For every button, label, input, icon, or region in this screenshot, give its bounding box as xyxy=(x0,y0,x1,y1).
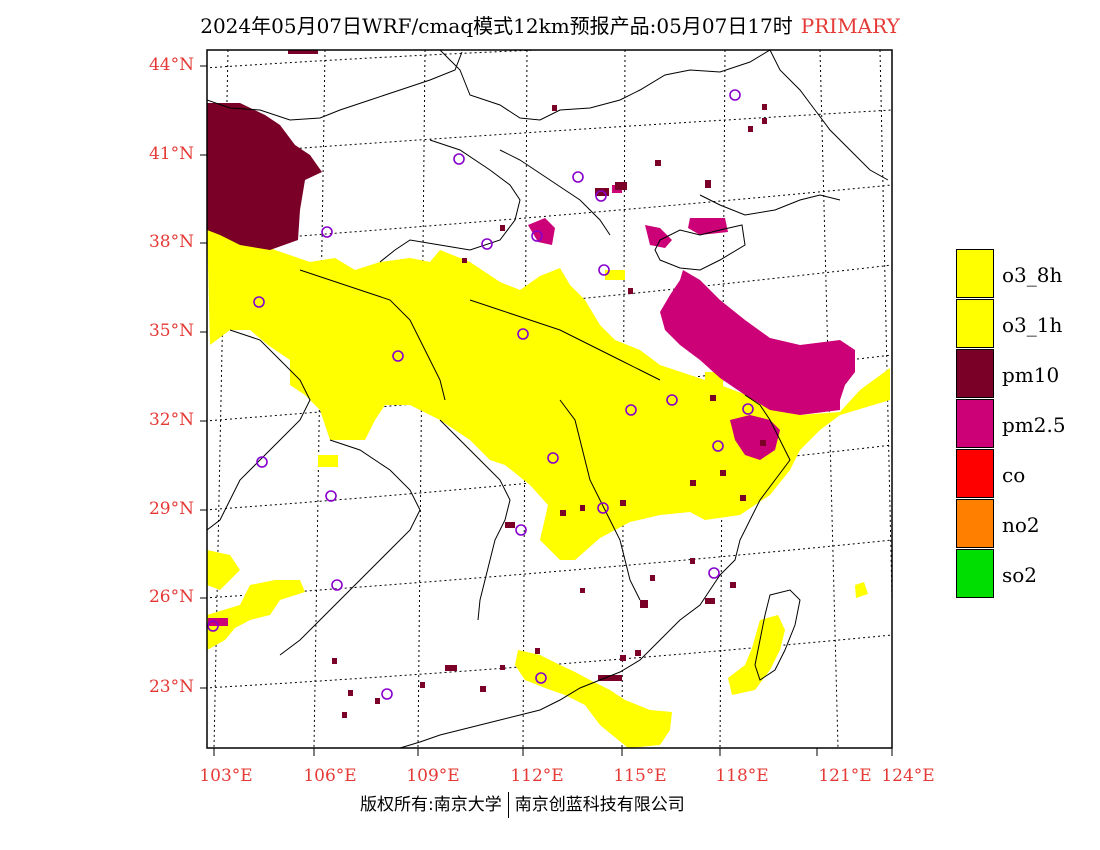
lon-label-106: 106°E xyxy=(303,766,357,786)
legend-label-o3-1h: o3_1h xyxy=(1002,313,1063,337)
legend-label-so2: so2 xyxy=(1002,563,1038,587)
scattered-cells xyxy=(332,104,767,718)
legend-item-co: co xyxy=(956,449,1096,499)
map-frame xyxy=(206,49,893,749)
lat-label-38: 38°N xyxy=(148,232,194,252)
footer-separator xyxy=(507,792,509,818)
legend-item-pm10: pm10 xyxy=(956,349,1096,399)
pm25-region xyxy=(208,185,855,626)
legend-item-pm25: pm2.5 xyxy=(956,399,1096,449)
lat-label-44: 44°N xyxy=(148,55,194,75)
boundaries xyxy=(207,50,889,748)
legend-swatch-pm10 xyxy=(956,349,994,398)
legend-label-o3-8h: o3_8h xyxy=(1002,263,1063,287)
legend-item-no2: no2 xyxy=(956,499,1096,549)
axis-ticks xyxy=(200,65,893,756)
copyright-right: 南京创蓝科技有限公司 xyxy=(514,795,685,815)
map-title: 2024年05月07日WRF/cmaq模式12km预报产品:05月07日17时 P… xyxy=(0,10,1100,39)
lat-label-29: 29°N xyxy=(148,499,194,519)
lon-label-118: 118°E xyxy=(715,766,769,786)
monitoring-stations xyxy=(207,89,754,700)
pm10-region xyxy=(207,50,322,250)
legend: o3_8h o3_1h pm10 pm2.5 co no2 so2 xyxy=(956,249,1096,599)
lat-label-32: 32°N xyxy=(148,410,194,430)
legend-label-no2: no2 xyxy=(1002,513,1040,537)
lat-label-35: 35°N xyxy=(148,321,194,341)
lat-label-23: 23°N xyxy=(148,677,194,697)
legend-item-o3-8h: o3_8h xyxy=(956,249,1096,299)
legend-swatch-so2 xyxy=(956,549,994,598)
legend-swatch-co xyxy=(956,449,994,498)
copyright-left: 版权所有:南京大学 xyxy=(360,795,502,815)
legend-swatch-pm25 xyxy=(956,399,994,448)
o3-region xyxy=(207,225,890,748)
lon-label-124: 124°E xyxy=(881,766,935,786)
lat-label-41: 41°N xyxy=(148,144,194,164)
lon-label-121: 121°E xyxy=(818,766,872,786)
lon-label-115: 115°E xyxy=(613,766,667,786)
title-text: 2024年05月07日WRF/cmaq模式12km预报产品:05月07日17时 xyxy=(200,14,793,38)
legend-item-o3-1h: o3_1h xyxy=(956,299,1096,349)
lon-label-103: 103°E xyxy=(199,766,253,786)
legend-label-co: co xyxy=(1002,463,1026,487)
lat-label-26: 26°N xyxy=(148,587,194,607)
legend-label-pm25: pm2.5 xyxy=(1002,413,1066,437)
legend-label-pm10: pm10 xyxy=(1002,363,1060,387)
lon-label-112: 112°E xyxy=(510,766,564,786)
primary-tag: PRIMARY xyxy=(800,14,900,38)
legend-swatch-o3-1h xyxy=(956,299,994,348)
legend-item-so2: so2 xyxy=(956,549,1096,599)
legend-swatch-o3-8h xyxy=(956,249,994,298)
lon-label-109: 109°E xyxy=(406,766,460,786)
copyright-footer: 版权所有:南京大学 南京创蓝科技有限公司 xyxy=(360,790,685,818)
legend-swatch-no2 xyxy=(956,499,994,548)
